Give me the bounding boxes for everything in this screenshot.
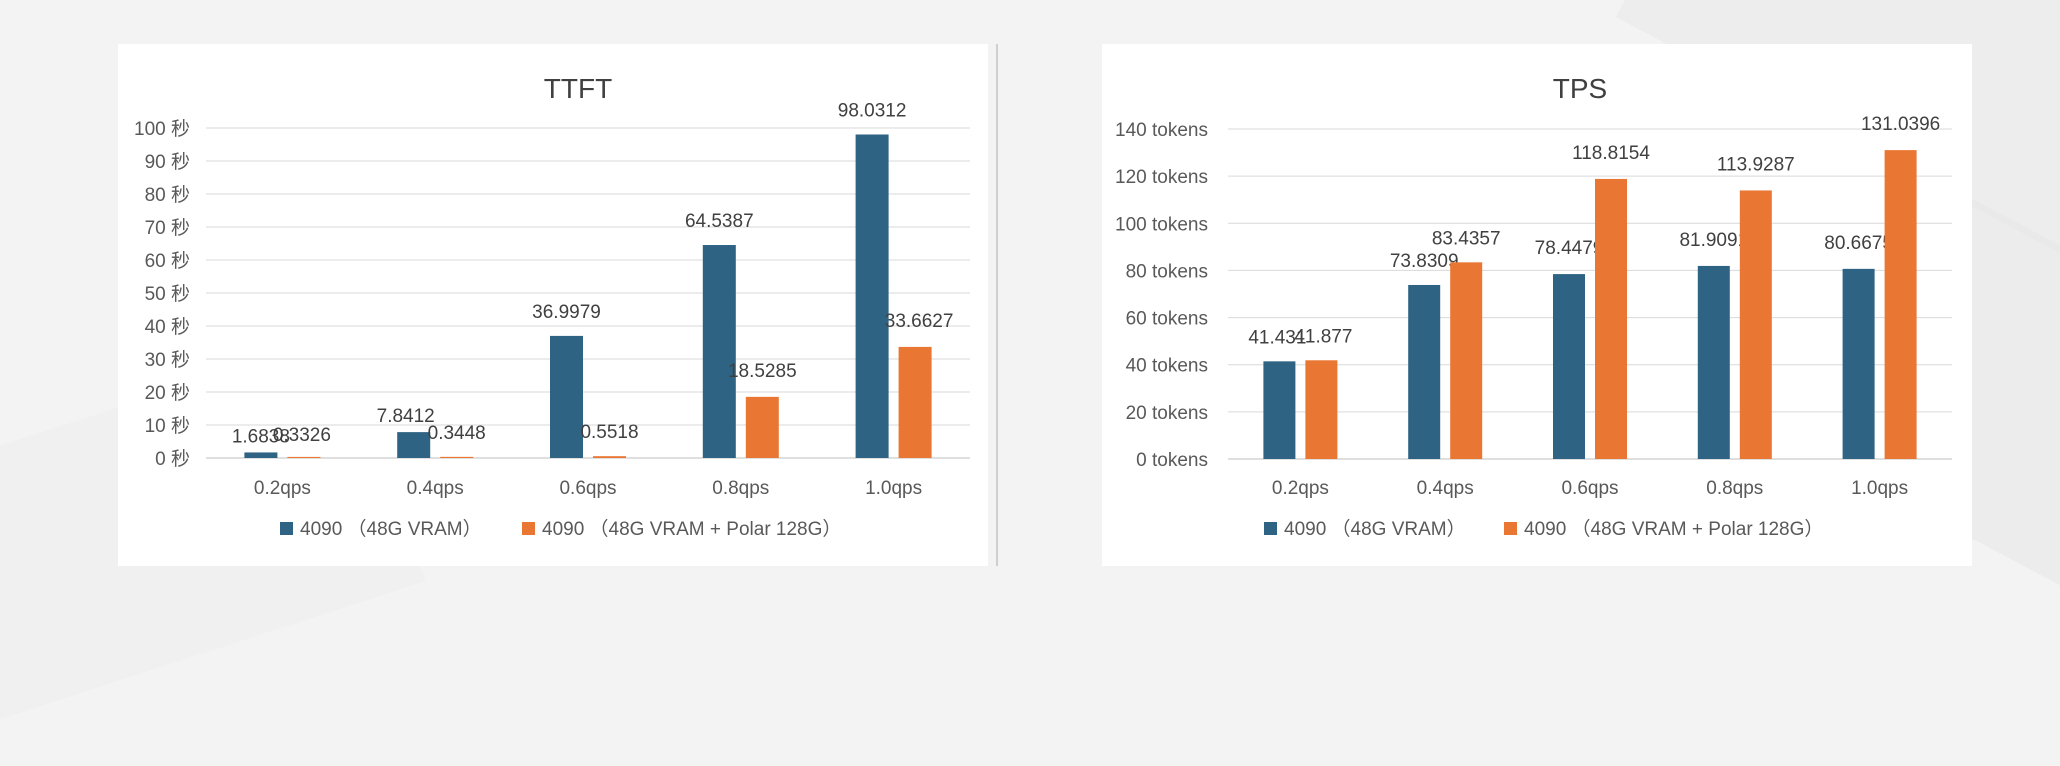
legend-label: 4090 （48G VRAM） bbox=[1284, 518, 1466, 540]
x-tick-label: 1.0qps bbox=[1851, 478, 1908, 499]
bar bbox=[1739, 190, 1772, 459]
y-tick-label: 20 秒 bbox=[145, 382, 190, 404]
bar bbox=[287, 456, 321, 458]
x-tick-label: 0.6qps bbox=[1561, 478, 1618, 499]
x-tick-label: 0.8qps bbox=[1706, 478, 1763, 499]
ttft-chart: TTFT 0 秒 10 秒 20 秒 30 秒 40 秒 50 秒 60 秒 70 秒 80 秒 9… bbox=[134, 73, 970, 540]
data-label: 64.5387 bbox=[685, 211, 754, 232]
y-tick-label: 70 秒 bbox=[145, 217, 190, 239]
y-tick-label: 100 秒 bbox=[134, 118, 190, 140]
data-label: 81.9091 bbox=[1679, 230, 1748, 251]
y-tick-label: 10 秒 bbox=[145, 415, 190, 437]
data-label: 1.6838 bbox=[232, 426, 290, 447]
chart-title: TTFT bbox=[544, 73, 612, 104]
data-label: 33.6627 bbox=[885, 311, 954, 332]
y-tick-label: 0 秒 bbox=[155, 448, 190, 470]
bar bbox=[1842, 268, 1875, 459]
data-label: 80.6675 bbox=[1824, 233, 1893, 254]
panel-divider bbox=[996, 44, 998, 566]
x-tick-label: 0.4qps bbox=[1417, 478, 1474, 499]
x-tick-label: 0.2qps bbox=[1272, 478, 1329, 499]
bar bbox=[244, 452, 278, 458]
y-tick-label: 100 tokens bbox=[1115, 214, 1208, 235]
bar bbox=[855, 134, 889, 458]
x-tick-label: 0.6qps bbox=[559, 478, 616, 499]
data-label: 0.3326 bbox=[273, 425, 331, 446]
data-label: 0.5518 bbox=[580, 422, 638, 443]
x-tick-label: 0.4qps bbox=[407, 478, 464, 499]
bar bbox=[593, 456, 626, 458]
x-tick-label: 0.8qps bbox=[712, 478, 769, 499]
ttft-chart-panel: TTFT 0 秒 10 秒 20 秒 30 秒 40 秒 50 秒 60 秒 70 秒 80 秒 9… bbox=[118, 44, 988, 566]
y-tick-label: 0 tokens bbox=[1136, 450, 1208, 471]
legend-label: 4090 （48G VRAM + Polar 128G） bbox=[542, 518, 841, 540]
data-label: 83.4357 bbox=[1432, 228, 1501, 249]
bar bbox=[1450, 262, 1483, 459]
legend-swatch bbox=[522, 522, 535, 535]
data-label: 18.5285 bbox=[728, 361, 797, 382]
bar bbox=[898, 346, 932, 458]
y-tick-label: 90 秒 bbox=[145, 151, 190, 173]
y-tick-label: 120 tokens bbox=[1115, 167, 1208, 188]
data-label: 73.8309 bbox=[1390, 251, 1459, 272]
bar bbox=[745, 396, 779, 458]
chart-title: TPS bbox=[1553, 73, 1607, 104]
y-tick-label: 30 秒 bbox=[145, 349, 190, 371]
bar bbox=[702, 245, 736, 458]
y-tick-label: 80 秒 bbox=[145, 184, 190, 206]
legend-swatch bbox=[280, 522, 293, 535]
bar bbox=[1697, 265, 1730, 459]
y-tick-label: 40 秒 bbox=[145, 316, 190, 338]
y-tick-label: 60 秒 bbox=[145, 250, 190, 272]
y-tick-label: 20 tokens bbox=[1126, 403, 1208, 424]
legend-label: 4090 （48G VRAM） bbox=[300, 518, 482, 540]
bar bbox=[1553, 274, 1585, 459]
data-label: 78.4479 bbox=[1535, 238, 1604, 259]
bar bbox=[1408, 284, 1441, 459]
data-label: 0.3448 bbox=[428, 423, 486, 444]
y-tick-label: 40 tokens bbox=[1126, 356, 1208, 377]
tps-chart-panel: TPS 0 tokens 20 tokens 40 tokens 60 tokens 80… bbox=[1102, 44, 1972, 566]
y-tick-label: 50 秒 bbox=[145, 283, 190, 305]
legend-label: 4090 （48G VRAM + Polar 128G） bbox=[1524, 518, 1823, 540]
bar bbox=[397, 432, 431, 458]
data-label: 131.0396 bbox=[1861, 114, 1940, 135]
bar bbox=[1884, 150, 1917, 459]
legend-swatch bbox=[1504, 522, 1517, 535]
bar bbox=[1263, 361, 1296, 459]
data-label: 36.9979 bbox=[532, 302, 601, 323]
x-tick-label: 1.0qps bbox=[865, 478, 922, 499]
data-label: 41.431 bbox=[1248, 327, 1306, 348]
y-tick-label: 80 tokens bbox=[1126, 261, 1208, 282]
x-tick-label: 0.2qps bbox=[254, 478, 311, 499]
bar bbox=[1305, 360, 1338, 459]
bar bbox=[1595, 178, 1627, 460]
y-tick-label: 60 tokens bbox=[1126, 309, 1208, 330]
legend-swatch bbox=[1264, 522, 1277, 535]
bar bbox=[550, 335, 583, 458]
tps-chart: TPS 0 tokens 20 tokens 40 tokens 60 tokens 80… bbox=[1115, 73, 1952, 540]
bar bbox=[440, 456, 474, 458]
data-label: 7.8412 bbox=[377, 406, 435, 427]
y-tick-label: 140 tokens bbox=[1115, 120, 1208, 141]
data-label: 118.8154 bbox=[1572, 143, 1650, 164]
data-label: 98.0312 bbox=[838, 100, 907, 121]
data-label: 41.877 bbox=[1294, 326, 1352, 347]
data-label: 113.9287 bbox=[1717, 154, 1795, 175]
